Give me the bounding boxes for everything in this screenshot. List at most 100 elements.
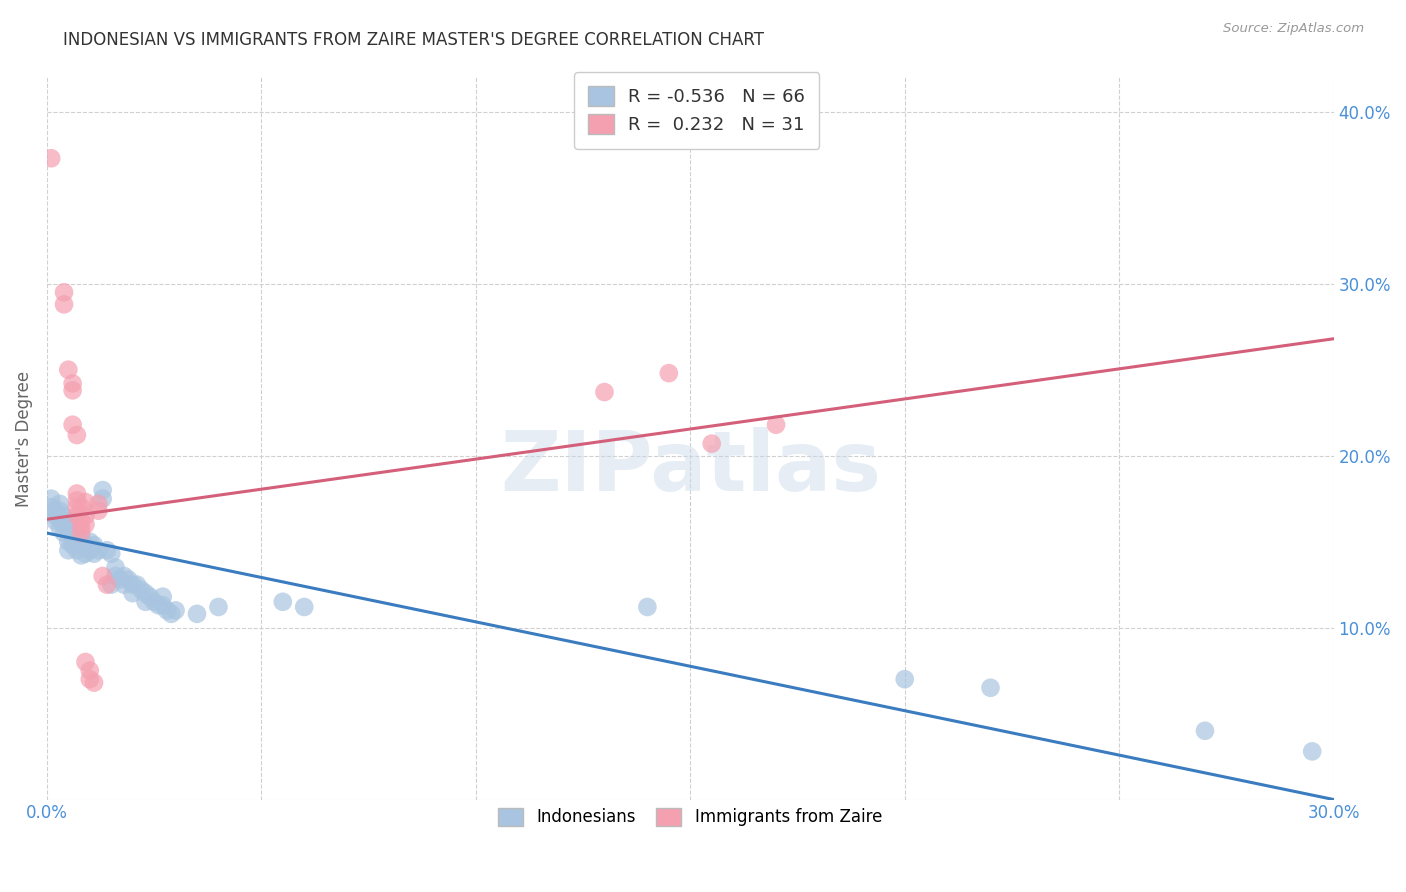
- Legend: Indonesians, Immigrants from Zaire: Indonesians, Immigrants from Zaire: [491, 799, 890, 835]
- Point: [75, 495, 97, 509]
- Point: [70, 514, 93, 528]
- Point: [75, 538, 97, 552]
- Point: [700, 436, 723, 450]
- Point: [139, 590, 162, 604]
- Point: [121, 577, 143, 591]
- Point: [53, 297, 76, 311]
- Point: [62, 417, 84, 432]
- Point: [292, 599, 315, 614]
- Point: [593, 385, 616, 400]
- Point: [39, 491, 62, 506]
- Point: [104, 560, 127, 574]
- Point: [53, 508, 76, 523]
- Point: [96, 543, 118, 558]
- Point: [44, 508, 66, 523]
- Point: [893, 672, 915, 686]
- Point: [658, 366, 681, 380]
- Point: [186, 607, 208, 621]
- Point: [58, 514, 80, 528]
- Point: [112, 577, 135, 591]
- Point: [207, 599, 229, 614]
- Point: [765, 417, 787, 432]
- Point: [1301, 744, 1323, 758]
- Point: [83, 675, 105, 690]
- Point: [70, 531, 93, 545]
- Point: [66, 500, 89, 515]
- Point: [979, 681, 1001, 695]
- Point: [83, 538, 105, 552]
- Point: [143, 595, 166, 609]
- Point: [62, 531, 84, 545]
- Point: [117, 573, 139, 587]
- Point: [148, 599, 170, 613]
- Point: [91, 569, 114, 583]
- Point: [70, 500, 93, 515]
- Point: [39, 500, 62, 515]
- Point: [79, 534, 101, 549]
- Point: [87, 543, 110, 558]
- Point: [135, 595, 157, 609]
- Point: [125, 577, 148, 591]
- Point: [58, 362, 80, 376]
- Point: [62, 376, 84, 391]
- Point: [91, 483, 114, 497]
- Point: [75, 655, 97, 669]
- Point: [79, 672, 101, 686]
- Point: [1194, 723, 1216, 738]
- Point: [66, 526, 89, 541]
- Point: [83, 547, 105, 561]
- Point: [66, 493, 89, 508]
- Point: [152, 599, 174, 613]
- Point: [121, 586, 143, 600]
- Point: [62, 538, 84, 552]
- Point: [70, 526, 93, 541]
- Point: [39, 151, 62, 165]
- Point: [53, 526, 76, 541]
- Point: [156, 603, 179, 617]
- Point: [75, 547, 97, 561]
- Point: [96, 577, 118, 591]
- Point: [112, 569, 135, 583]
- Point: [79, 543, 101, 558]
- Point: [636, 599, 658, 614]
- Point: [62, 521, 84, 535]
- Point: [100, 577, 122, 591]
- Point: [108, 573, 131, 587]
- Text: Source: ZipAtlas.com: Source: ZipAtlas.com: [1223, 22, 1364, 36]
- Point: [70, 549, 93, 563]
- Point: [75, 508, 97, 523]
- Point: [66, 486, 89, 500]
- Point: [53, 285, 76, 300]
- Point: [49, 512, 72, 526]
- Point: [91, 491, 114, 506]
- Point: [66, 543, 89, 558]
- Point: [75, 517, 97, 532]
- Point: [160, 607, 183, 621]
- Point: [70, 538, 93, 552]
- Point: [152, 590, 174, 604]
- Point: [58, 543, 80, 558]
- Y-axis label: Master's Degree: Master's Degree: [15, 370, 32, 507]
- Point: [49, 521, 72, 535]
- Point: [165, 603, 187, 617]
- Point: [66, 508, 89, 523]
- Point: [58, 523, 80, 537]
- Text: ZIPatlas: ZIPatlas: [499, 427, 880, 508]
- Point: [53, 517, 76, 532]
- Point: [66, 534, 89, 549]
- Point: [49, 504, 72, 518]
- Point: [70, 521, 93, 535]
- Point: [49, 497, 72, 511]
- Point: [104, 569, 127, 583]
- Point: [87, 497, 110, 511]
- Point: [271, 595, 294, 609]
- Point: [135, 586, 157, 600]
- Point: [129, 582, 152, 597]
- Point: [58, 534, 80, 549]
- Point: [100, 547, 122, 561]
- Point: [62, 384, 84, 398]
- Point: [87, 504, 110, 518]
- Point: [79, 664, 101, 678]
- Text: INDONESIAN VS IMMIGRANTS FROM ZAIRE MASTER'S DEGREE CORRELATION CHART: INDONESIAN VS IMMIGRANTS FROM ZAIRE MAST…: [63, 31, 765, 49]
- Point: [66, 428, 89, 442]
